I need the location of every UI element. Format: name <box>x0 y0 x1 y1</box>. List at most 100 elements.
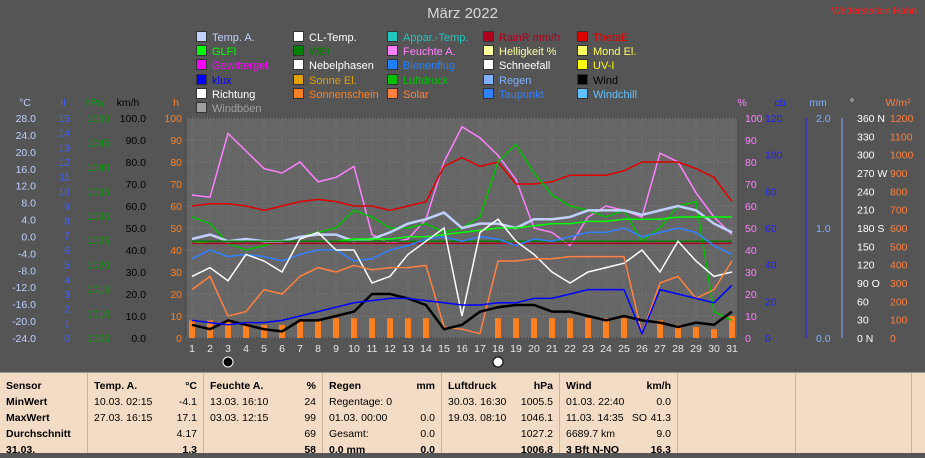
axis-tick-solar: 800 <box>890 186 908 198</box>
legend-label: Sonne El. <box>309 74 357 87</box>
x-tick-label: 23 <box>582 343 594 355</box>
table-row: 3 Bft N-NO 16.3 <box>566 442 671 458</box>
legend-label: Richtung <box>212 88 256 101</box>
legend-item: UV-I <box>577 59 614 73</box>
axis-tick-direction: 330 <box>857 131 875 143</box>
axis-tick-wind: 20.0 <box>126 289 147 301</box>
sunshine-bar <box>315 320 321 338</box>
axis-tick-direction: 120 <box>857 260 875 272</box>
legend-label: ThetaE <box>593 32 629 44</box>
axis-tick-wind: 100.0 <box>120 113 146 125</box>
axis-tick-direction: 210 <box>857 205 875 217</box>
sunshine-bar <box>405 318 411 338</box>
x-tick-label: 11 <box>367 343 378 355</box>
table-cell: Feuchte A. <box>210 380 264 392</box>
table-cell: 4.17 <box>176 428 197 440</box>
table-cell: Luftdruck <box>448 380 497 392</box>
legend-label: Sonnenschein <box>309 88 379 101</box>
table-cell: 11.03. 14:35 <box>566 412 624 424</box>
legend-item: Mond El. <box>577 45 636 59</box>
table-cell: 01.03. 00:00 <box>329 412 388 424</box>
axis-tick-direction: 300 <box>857 150 875 162</box>
legend-label: Gewitterget. <box>212 60 272 73</box>
legend-item: Feuchte A. <box>387 45 456 59</box>
legend-swatch <box>387 45 398 57</box>
new-moon-marker <box>222 356 234 368</box>
sunshine-bar <box>225 320 231 338</box>
table-cell: 16.3 <box>650 444 671 456</box>
left-axes: °C28.024.020.016.012.08.04.00.0-4.0-8.0-… <box>12 97 182 345</box>
table-row: 58 <box>210 442 316 458</box>
axis-tick-temp: 24.0 <box>16 130 37 142</box>
table-cell: % <box>306 380 316 392</box>
axis-tick-wind: 90.0 <box>126 135 147 147</box>
legend-label: Feuchte A. <box>403 46 456 59</box>
table-cell: SO <box>631 412 647 424</box>
axis-unit-direction: ° <box>850 97 854 109</box>
table-row: Regentage: 0 <box>329 394 435 410</box>
table-cell: 99 <box>304 412 316 424</box>
axis-tick-hours: 20 <box>170 289 182 301</box>
x-tick-label: 31 <box>726 343 738 355</box>
sunshine-bar <box>261 324 267 338</box>
axis-unit-temp: °C <box>19 97 31 109</box>
table-row: 01.03. 22:40 0.0 <box>566 394 671 410</box>
series-line <box>191 227 733 262</box>
axis-tick-index: 0 <box>64 333 70 345</box>
axis-tick-index: 11 <box>59 172 70 184</box>
legend-label: Mond El. <box>593 46 637 59</box>
axis-tick-humidity: 50 <box>745 223 757 235</box>
axis-tick-cb: 60 <box>765 223 777 235</box>
axis-unit-solar: W/m² <box>885 97 911 109</box>
x-tick-label: 5 <box>261 343 267 355</box>
table-cell: Sensor <box>6 380 42 392</box>
legend-item: Gewitterget. <box>196 59 271 73</box>
axis-tick-temp: 12.0 <box>16 181 37 193</box>
table-row: 03.03. 12:15 99 <box>210 410 316 426</box>
table-cell: 3 Bft N-NO <box>566 444 620 456</box>
axis-tick-solar: 900 <box>890 168 908 180</box>
axis-tick-pressure: 1035 <box>87 186 111 198</box>
legend-swatch <box>196 45 207 57</box>
legend-swatch <box>387 31 398 42</box>
table-row: Gesamt: 0.0 <box>329 426 435 442</box>
axis-tick-solar: 500 <box>890 241 908 253</box>
table-cell: Regentage: 0 <box>329 396 393 408</box>
axis-tick-solar: 600 <box>890 223 908 235</box>
table-column: Temp. A. °C 10.03. 02:15 -4.1 27.03. 16:15 17… <box>88 373 204 456</box>
axis-tick-pressure: 1005 <box>87 333 111 345</box>
axis-tick-solar: 1100 <box>890 131 913 143</box>
axis-tick-pressure: 1020 <box>87 260 111 272</box>
legend-label: Wind <box>593 74 619 87</box>
series-line <box>191 292 733 333</box>
table-cell: MinWert <box>6 396 48 408</box>
axis-tick-temp: -8.0 <box>18 265 36 277</box>
sunshine-bar <box>549 318 555 338</box>
axis-tick-solar: 400 <box>890 260 908 272</box>
legend-item: Nebelphasen <box>293 59 374 73</box>
axis-tick-solar: 1000 <box>890 150 914 162</box>
legend-swatch <box>387 87 398 99</box>
x-tick-label: 4 <box>243 343 249 355</box>
axis-tick-hours: 40 <box>170 245 182 257</box>
axis-tick-hours: 100 <box>164 113 182 125</box>
series-line <box>191 125 733 247</box>
legend-item: Appar.-Temp. <box>387 31 468 45</box>
station-link[interactable]: Wetterstation Hahn <box>831 6 917 17</box>
full-moon-marker <box>492 356 504 368</box>
x-tick-label: 8 <box>315 343 321 355</box>
axis-tick-humidity: 60 <box>745 201 757 213</box>
x-tick-label: 3 <box>225 343 231 355</box>
axis-tick-hours: 60 <box>170 201 182 213</box>
legend-item: Helligkeit % <box>483 45 556 59</box>
axis-tick-index: 7 <box>64 230 70 242</box>
legend-label: GLFI <box>212 46 237 59</box>
table-row: 1006.8 <box>448 442 553 458</box>
legend-label: klux <box>212 74 232 87</box>
table-cell: 10.03. 02:15 <box>94 396 153 408</box>
axis-tick-humidity: 80 <box>745 157 757 169</box>
table-cell: 1005.5 <box>520 396 553 408</box>
x-tick-label: 12 <box>384 343 396 355</box>
legend-swatch <box>483 87 494 99</box>
axis-unit-pressure: hPa <box>85 97 104 109</box>
